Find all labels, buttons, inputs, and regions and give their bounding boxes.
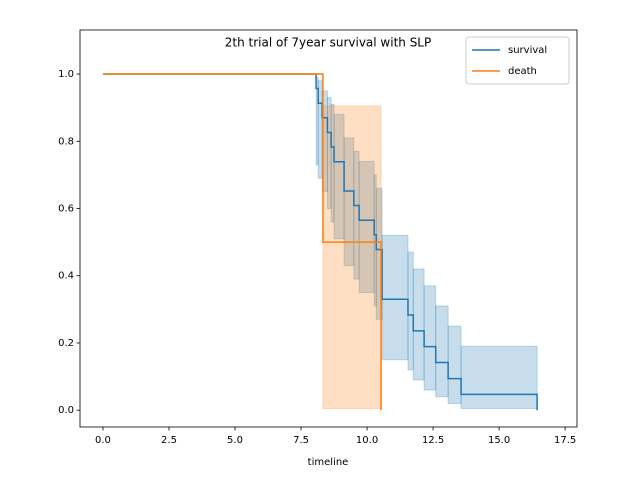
x-tick-label: 7.5 — [293, 435, 309, 446]
legend-label: death — [508, 66, 537, 77]
confidence-band — [330, 103, 335, 223]
x-tick-label: 2.5 — [161, 435, 177, 446]
confidence-band — [460, 345, 538, 410]
confidence-band — [322, 105, 382, 410]
y-tick-label: 1.0 — [58, 69, 74, 80]
confidence-band — [381, 234, 409, 361]
confidence-band — [321, 90, 328, 193]
confidence-band — [447, 325, 462, 404]
confidence-band — [407, 251, 414, 371]
plot-frame — [79, 29, 578, 428]
y-tick-label: 0.0 — [58, 405, 74, 416]
x-tick-label: 12.5 — [422, 435, 444, 446]
confidence-band — [315, 76, 319, 166]
confidence-band — [326, 97, 332, 209]
y-tick-label: 0.2 — [58, 338, 74, 349]
x-tick-label: 10.0 — [356, 435, 378, 446]
y-tick-label: 0.8 — [58, 136, 74, 147]
x-axis-label: timeline — [308, 457, 349, 468]
confidence-band — [317, 80, 323, 179]
x-tick-label: 15.0 — [488, 435, 510, 446]
legend-label: survival — [508, 45, 547, 56]
survival-line — [102, 73, 382, 411]
chart-title: 2th trial of 7year survival with SLP — [225, 36, 431, 50]
x-tick-label: 5.0 — [227, 435, 243, 446]
confidence-band — [412, 268, 425, 381]
x-tick-label: 0.0 — [95, 435, 111, 446]
confidence-band — [435, 305, 449, 398]
legend-box — [465, 36, 570, 85]
x-tick-label: 17.5 — [554, 435, 576, 446]
survival-line — [102, 73, 538, 411]
y-tick-label: 0.6 — [58, 203, 74, 214]
y-tick-label: 0.4 — [58, 271, 74, 282]
confidence-band — [423, 285, 437, 391]
